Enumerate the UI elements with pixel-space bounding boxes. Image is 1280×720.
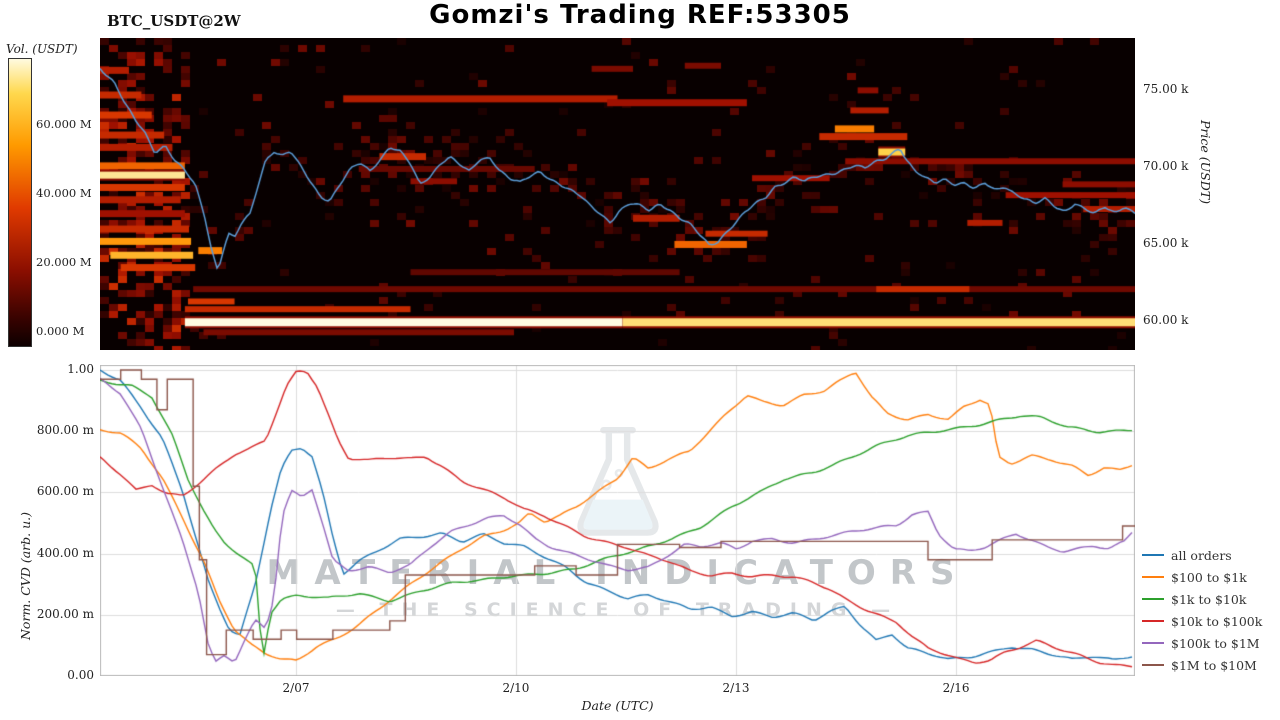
colorbar-tick-label: 0.000 M xyxy=(36,323,85,338)
legend-swatch xyxy=(1142,619,1164,623)
price-tick-label: 75.00 k xyxy=(1143,81,1189,96)
cvd-chart-canvas xyxy=(100,365,1135,676)
cvd-axis-label: Norm. CVD (arb. u.) xyxy=(18,512,33,640)
legend-label: $10k to $100k xyxy=(1171,613,1263,629)
date-tick-label: 2/10 xyxy=(502,681,530,695)
legend-label: $1k to $10k xyxy=(1171,591,1247,607)
date-tick-label: 2/16 xyxy=(942,681,970,695)
volume-colorbar xyxy=(8,58,32,347)
date-tick-label: 2/07 xyxy=(282,681,310,695)
volume-heatmap-canvas xyxy=(100,38,1135,350)
cvd-tick-label: 800.00 m xyxy=(36,423,94,438)
legend-swatch xyxy=(1142,553,1164,557)
legend-swatch xyxy=(1142,663,1164,667)
legend: all orders $100 to $1k $1k to $10k $10k to … xyxy=(1142,544,1278,676)
legend-entry: all orders xyxy=(1142,544,1278,566)
legend-entry: $1M to $10M xyxy=(1142,654,1278,676)
colorbar-tick-label: 20.000 M xyxy=(36,254,92,269)
legend-entry: $100k to $1M xyxy=(1142,632,1278,654)
legend-swatch xyxy=(1142,597,1164,601)
colorbar-label: Vol. (USDT) xyxy=(6,42,78,56)
legend-label: all orders xyxy=(1171,547,1232,563)
legend-swatch xyxy=(1142,575,1164,579)
cvd-tick-label: 1.00 xyxy=(67,362,94,376)
date-axis-label: Date (UTC) xyxy=(581,698,654,713)
cvd-tick-label: 200.00 m xyxy=(36,606,94,621)
legend-label: $1M to $10M xyxy=(1171,657,1257,673)
legend-label: $100 to $1k xyxy=(1171,569,1247,585)
symbol-label: BTC_USDT@2W xyxy=(107,12,241,30)
cvd-tick-label: 400.00 m xyxy=(36,545,94,560)
colorbar-tick-label: 40.000 M xyxy=(36,185,92,200)
heatmap-panel xyxy=(100,38,1135,350)
legend-label: $100k to $1M xyxy=(1171,635,1260,651)
date-tick-label: 2/13 xyxy=(722,681,750,695)
colorbar-tick-label: 60.000 M xyxy=(36,117,92,131)
price-tick-label: 65.00 k xyxy=(1143,235,1189,250)
price-tick-label: 60.00 k xyxy=(1143,312,1189,327)
legend-entry: $100 to $1k xyxy=(1142,566,1278,588)
legend-entry: $1k to $10k xyxy=(1142,588,1278,610)
cvd-panel: MATERIAL INDICATORS — THE SCIENCE OF TRA… xyxy=(100,365,1135,676)
cvd-tick-label: 600.00 m xyxy=(36,484,94,499)
cvd-tick-label: 0.00 xyxy=(67,668,94,682)
legend-swatch xyxy=(1142,641,1164,645)
price-axis-label: Price (USDT) xyxy=(1198,120,1213,204)
legend-entry: $10k to $100k xyxy=(1142,610,1278,632)
price-tick-label: 70.00 k xyxy=(1143,158,1189,173)
page-title: Gomzi's Trading REF:53305 xyxy=(429,0,851,30)
